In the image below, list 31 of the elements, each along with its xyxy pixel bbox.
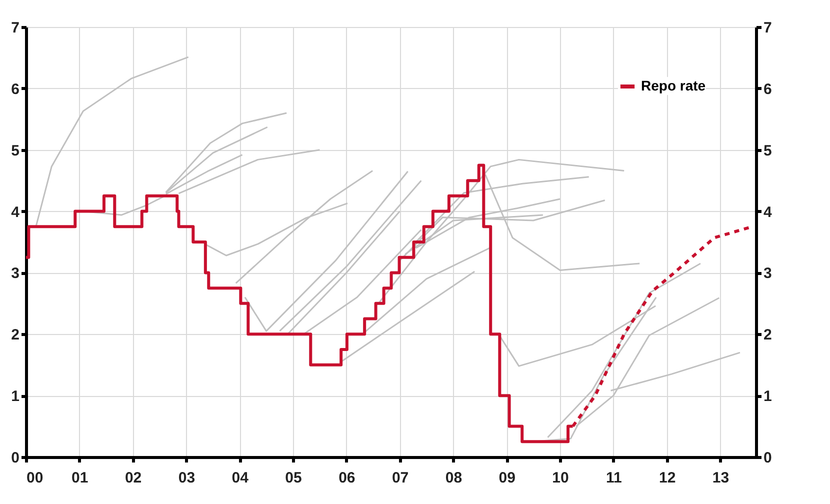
y2-tick-label: 2 — [764, 326, 772, 344]
x-tick-label: 03 — [178, 470, 196, 486]
x-tick-label: 06 — [338, 470, 356, 486]
y2-tick-label: 0 — [764, 450, 772, 466]
x-tick-label: 09 — [498, 470, 516, 486]
y2-tick-label: 6 — [764, 80, 772, 98]
x-tick-label: 04 — [232, 470, 250, 486]
y-tick-label: 7 — [11, 20, 20, 36]
y-tick-label: 4 — [11, 204, 20, 221]
x-tick-label: 12 — [658, 470, 676, 486]
y-tick-label: 3 — [11, 265, 20, 282]
x-tick-label: 01 — [72, 470, 88, 486]
x-tick-label: 07 — [392, 470, 409, 486]
y2-tick-label: 4 — [764, 204, 772, 221]
y-tick-label: 1 — [11, 388, 20, 406]
y2-tick-label: 3 — [764, 265, 772, 282]
y-tick-label: 6 — [11, 80, 20, 98]
y2-tick-label: 1 — [764, 388, 772, 406]
x-tick-label: 13 — [712, 470, 730, 486]
y-tick-label: 2 — [11, 326, 20, 344]
y2-tick-label: 7 — [764, 20, 772, 36]
x-tick-label: 02 — [124, 470, 142, 486]
y-tick-label: 5 — [11, 142, 20, 160]
legend-label: Repo rate — [641, 78, 706, 94]
y-tick-label: 0 — [11, 450, 20, 466]
y2-tick-label: 5 — [764, 142, 772, 160]
x-tick-label: 11 — [606, 470, 622, 486]
x-tick-label: 08 — [445, 470, 462, 486]
x-tick-label: 10 — [552, 470, 569, 486]
x-tick-label: 00 — [26, 470, 44, 486]
x-tick-label: 05 — [285, 470, 302, 486]
